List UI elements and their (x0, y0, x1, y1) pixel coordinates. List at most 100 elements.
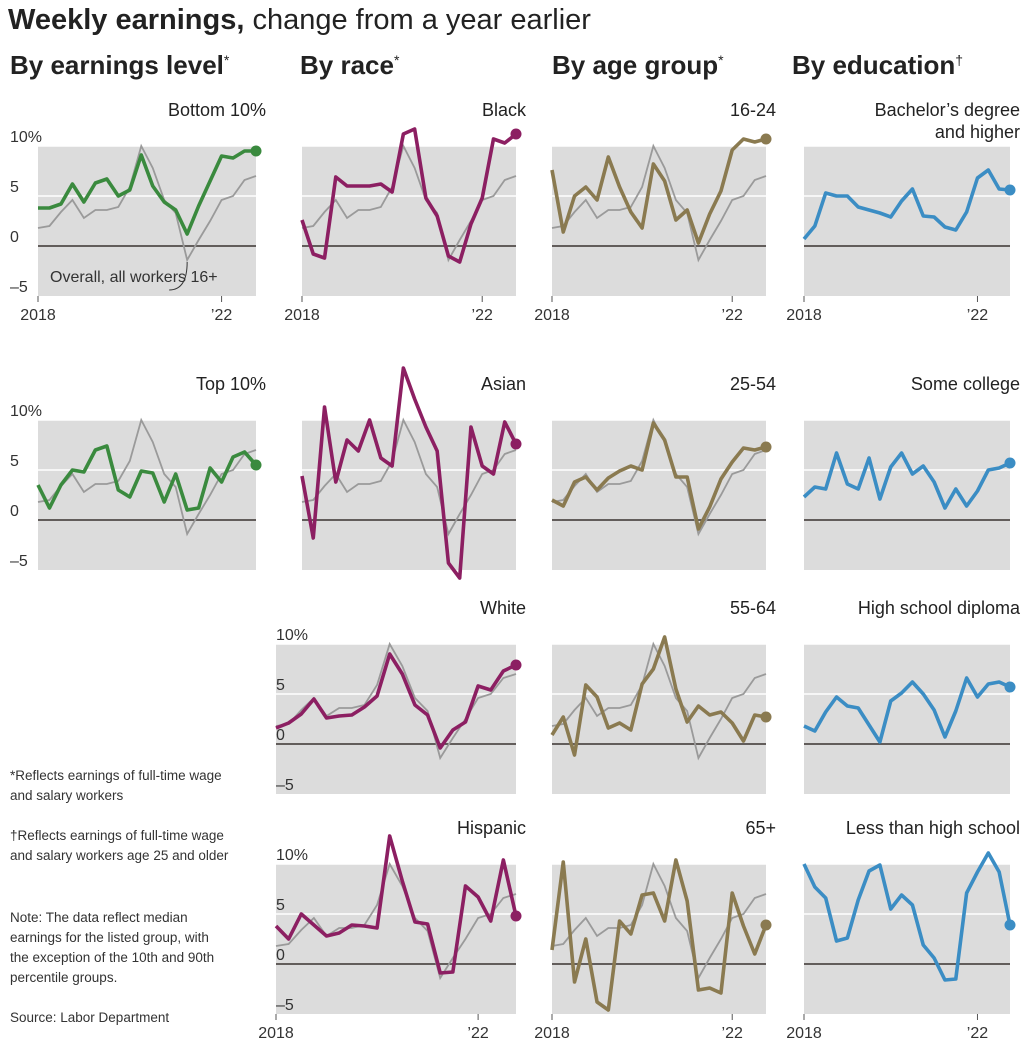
note-source: Source: Labor Department (10, 1010, 170, 1025)
series-endpoint (1004, 919, 1016, 931)
col-education-mark: † (955, 52, 964, 68)
col-age-header: By age group* (552, 50, 724, 81)
plot-background (276, 644, 516, 794)
y-tick-label: 5 (10, 453, 19, 470)
series-endpoint (1004, 681, 1016, 693)
series-endpoint (760, 441, 772, 453)
plot-background (804, 644, 1010, 794)
panel-white: White 10% 5 0 –5 (275, 598, 526, 794)
series-endpoint (510, 659, 522, 671)
x-tick-label: ’22 (467, 1025, 488, 1040)
x-tick-label: ’22 (722, 307, 743, 324)
series-endpoint (1004, 457, 1016, 469)
series-line (802, 451, 1011, 510)
panel-title: Less than high school (846, 818, 1020, 838)
panel-title: 25-54 (730, 374, 776, 394)
y-tick-label: 0 (276, 727, 285, 744)
overall-series-line (275, 861, 517, 981)
series-line (550, 137, 767, 245)
overall-series-line (37, 143, 257, 263)
plot-background (276, 864, 516, 1014)
panel-title: and higher (935, 122, 1020, 142)
y-tick-label: 5 (276, 897, 285, 914)
plot-background (302, 420, 516, 570)
plot-background (552, 420, 766, 570)
y-tick-label: 10% (10, 403, 42, 420)
series-endpoint (760, 919, 772, 931)
panel-top-10: Top 10% 10% 5 0 –5 (10, 374, 266, 570)
panel-title: Top 10% (196, 374, 266, 394)
x-tick-label: 2018 (786, 1025, 822, 1040)
panel-age-65-plus: 65+ 2018 ’22 (534, 818, 776, 1040)
y-tick-label: 0 (276, 947, 285, 964)
series-line (550, 858, 768, 1012)
series-line (802, 168, 1011, 241)
plot-background (552, 644, 766, 794)
series-endpoint (250, 459, 262, 471)
y-tick-label: 0 (10, 229, 19, 246)
series-line (300, 127, 518, 264)
panel-high-school: High school diploma (803, 598, 1021, 794)
note-data: Note: The data reflect median earnings f… (10, 910, 215, 985)
col-race-mark: * (393, 52, 400, 68)
panel-title: Black (482, 100, 527, 120)
col-earnings-label: By earnings level (10, 50, 224, 80)
col-age-label: By age group (552, 50, 719, 80)
x-tick-label: 2018 (786, 307, 822, 324)
y-tick-label: –5 (276, 777, 294, 794)
title-light: change from a year earlier (244, 4, 591, 36)
panel-title: Some college (911, 374, 1020, 394)
series-line (38, 149, 256, 236)
y-tick-label: 10% (276, 847, 308, 864)
series-line (36, 444, 258, 512)
panel-title: White (480, 598, 526, 618)
panel-age-16-24: 16-24 2018 ’22 (534, 100, 776, 324)
plot-background (552, 864, 766, 1014)
series-endpoint (760, 133, 772, 145)
plot-background (302, 146, 516, 296)
y-tick-label: 10% (276, 627, 308, 644)
series-endpoint (760, 711, 772, 723)
note-star: *Reflects earnings of full-time wage and… (10, 768, 222, 803)
panel-title: Bottom 10% (168, 100, 266, 120)
series-endpoint (510, 438, 522, 450)
y-tick-label: –5 (276, 997, 294, 1014)
plot-background (804, 146, 1010, 296)
panel-title: High school diploma (858, 598, 1021, 618)
col-age-mark: * (718, 52, 724, 68)
panel-title: Bachelor’s degree (875, 100, 1020, 120)
x-tick-label: 2018 (534, 1025, 570, 1040)
panel-title: 16-24 (730, 100, 776, 120)
series-line (803, 676, 1011, 744)
series-endpoint (510, 128, 522, 140)
y-tick-label: –5 (10, 553, 28, 570)
panel-title: 65+ (745, 818, 776, 838)
series-endpoint (1004, 184, 1016, 196)
col-earnings-header: By earnings level* (10, 50, 229, 81)
col-education-label: By education (792, 50, 956, 80)
panel-less-than-high-school: Less than high school 2018 ’22 (786, 818, 1020, 1040)
overall-label-leader (169, 261, 188, 291)
panel-hispanic: Hispanic 10% 5 0 –5 2018 ’22 (258, 818, 526, 1040)
x-tick-label: ’22 (967, 1025, 988, 1040)
overall-series-line (551, 143, 767, 263)
series-line (274, 834, 518, 975)
panel-age-55-64: 55-64 (550, 598, 776, 794)
x-tick-label: 2018 (284, 307, 320, 324)
panel-title: Hispanic (457, 818, 526, 838)
overall-label: Overall, all workers 16+ (50, 269, 218, 286)
plot-background (552, 146, 766, 296)
y-tick-label: 0 (10, 503, 19, 520)
note-dagger: †Reflects earnings of full-time wage and… (10, 828, 229, 863)
x-tick-label: 2018 (258, 1025, 294, 1040)
col-earnings-mark: * (223, 52, 230, 68)
panel-black: Black 2018 ’22 (284, 100, 527, 324)
panel-age-25-54: 25-54 (551, 374, 776, 570)
series-endpoint (510, 910, 522, 922)
y-tick-label: 5 (10, 179, 19, 196)
y-tick-label: 10% (10, 129, 42, 146)
panel-title: Asian (481, 374, 526, 394)
plot-background (38, 420, 256, 570)
series-endpoint (250, 145, 262, 157)
